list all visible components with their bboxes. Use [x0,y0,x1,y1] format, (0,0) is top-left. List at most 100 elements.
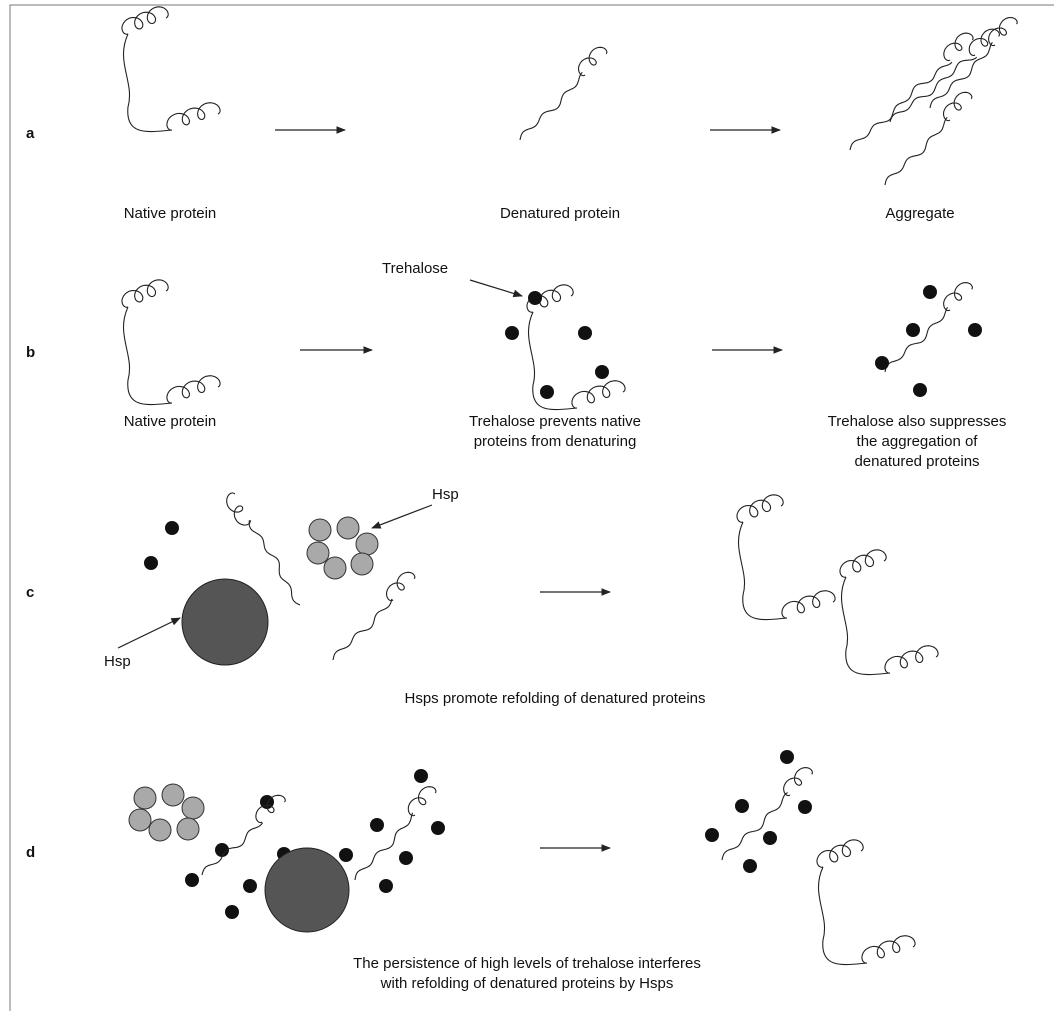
hsp-small [134,787,156,809]
protein-strand [123,307,172,405]
trehalose [243,879,257,893]
trehalose [370,818,384,832]
caption: Aggregate [885,205,954,222]
protein-strand [520,72,582,140]
protein-strand [944,283,973,311]
hsp-small [162,784,184,806]
trehalose [780,750,794,764]
trehalose [540,385,554,399]
protein-strand [738,522,787,620]
caption: denatured proteins [854,453,979,470]
protein-strand [784,768,813,796]
protein-strand [167,103,220,130]
trehalose [735,799,749,813]
trehalose [379,879,393,893]
hsp-small [177,818,199,840]
caption: Hsps promote refolding of denatured prot… [404,690,705,707]
trehalose [763,831,777,845]
trehalose [414,769,428,783]
protein-strand [817,840,863,868]
trehalose [528,291,542,305]
frame [10,5,1054,1011]
arrow [470,280,522,296]
panel-label: b [26,344,35,361]
trehalose [505,326,519,340]
trehalose [595,365,609,379]
protein-strand [579,47,607,75]
hsp-small [324,557,346,579]
protein-strand [930,42,992,108]
panel-label: c [26,584,34,601]
protein-strand [123,34,172,132]
protein-strand [737,495,783,523]
trehalose [431,821,445,835]
callout: Trehalose [382,260,448,277]
trehalose [913,383,927,397]
hsp-small [356,533,378,555]
protein-strand [944,92,972,120]
protein-strand [885,646,938,673]
trehalose [185,873,199,887]
caption: Denatured protein [500,205,620,222]
caption: Trehalose prevents native [469,413,641,430]
panel-label: d [26,844,35,861]
protein-strand [227,493,251,525]
protein-strand [408,787,436,816]
panel-label: a [26,125,35,142]
trehalose [399,851,413,865]
caption: Trehalose also suppresses [828,413,1007,430]
protein-strand [841,577,890,675]
callout: Hsp [432,486,459,503]
protein-strand [862,936,915,963]
protein-strand [249,520,300,605]
protein-strand [122,7,168,35]
caption: proteins from denaturing [474,433,637,450]
arrow [118,618,180,648]
trehalose [906,323,920,337]
trehalose [705,828,719,842]
callout: Hsp [104,653,131,670]
protein-strand [885,117,947,185]
protein-strand [355,813,413,880]
hsp-small [182,797,204,819]
caption: The persistence of high levels of trehal… [353,955,701,972]
trehalose [578,326,592,340]
protein-strand [989,18,1018,46]
protein-strand [969,29,999,55]
hsp-small [309,519,331,541]
caption: with refolding of denatured proteins by … [380,975,674,992]
protein-strand [885,307,948,372]
trehalose [743,859,757,873]
trehalose [875,356,889,370]
trehalose [968,323,982,337]
trehalose [923,285,937,299]
protein-strand [722,793,788,860]
protein-strand [782,591,835,618]
trehalose [225,905,239,919]
protein-strand [572,381,625,408]
trehalose [339,848,353,862]
caption: the aggregation of [857,433,979,450]
caption: Native protein [124,205,217,222]
protein-strand [818,867,867,965]
protein-strand [890,57,977,122]
hsp-small [337,517,359,539]
hsp-large [265,848,349,932]
trehalose [144,556,158,570]
arrow [372,505,432,528]
hsp-small [351,553,373,575]
protein-strand [167,376,220,403]
hsp-small [307,542,329,564]
trehalose [165,521,179,535]
protein-strand [850,62,952,150]
protein-strand [122,280,168,308]
caption: Native protein [124,413,217,430]
protein-strand [202,823,263,875]
hsp-small [149,819,171,841]
protein-strand [333,599,392,660]
hsp-small [129,809,151,831]
protein-strand [840,550,886,578]
protein-strand [944,33,973,61]
figure: a Native protein Denatured protein Aggre… [0,0,1054,1011]
protein-strand [387,572,415,600]
